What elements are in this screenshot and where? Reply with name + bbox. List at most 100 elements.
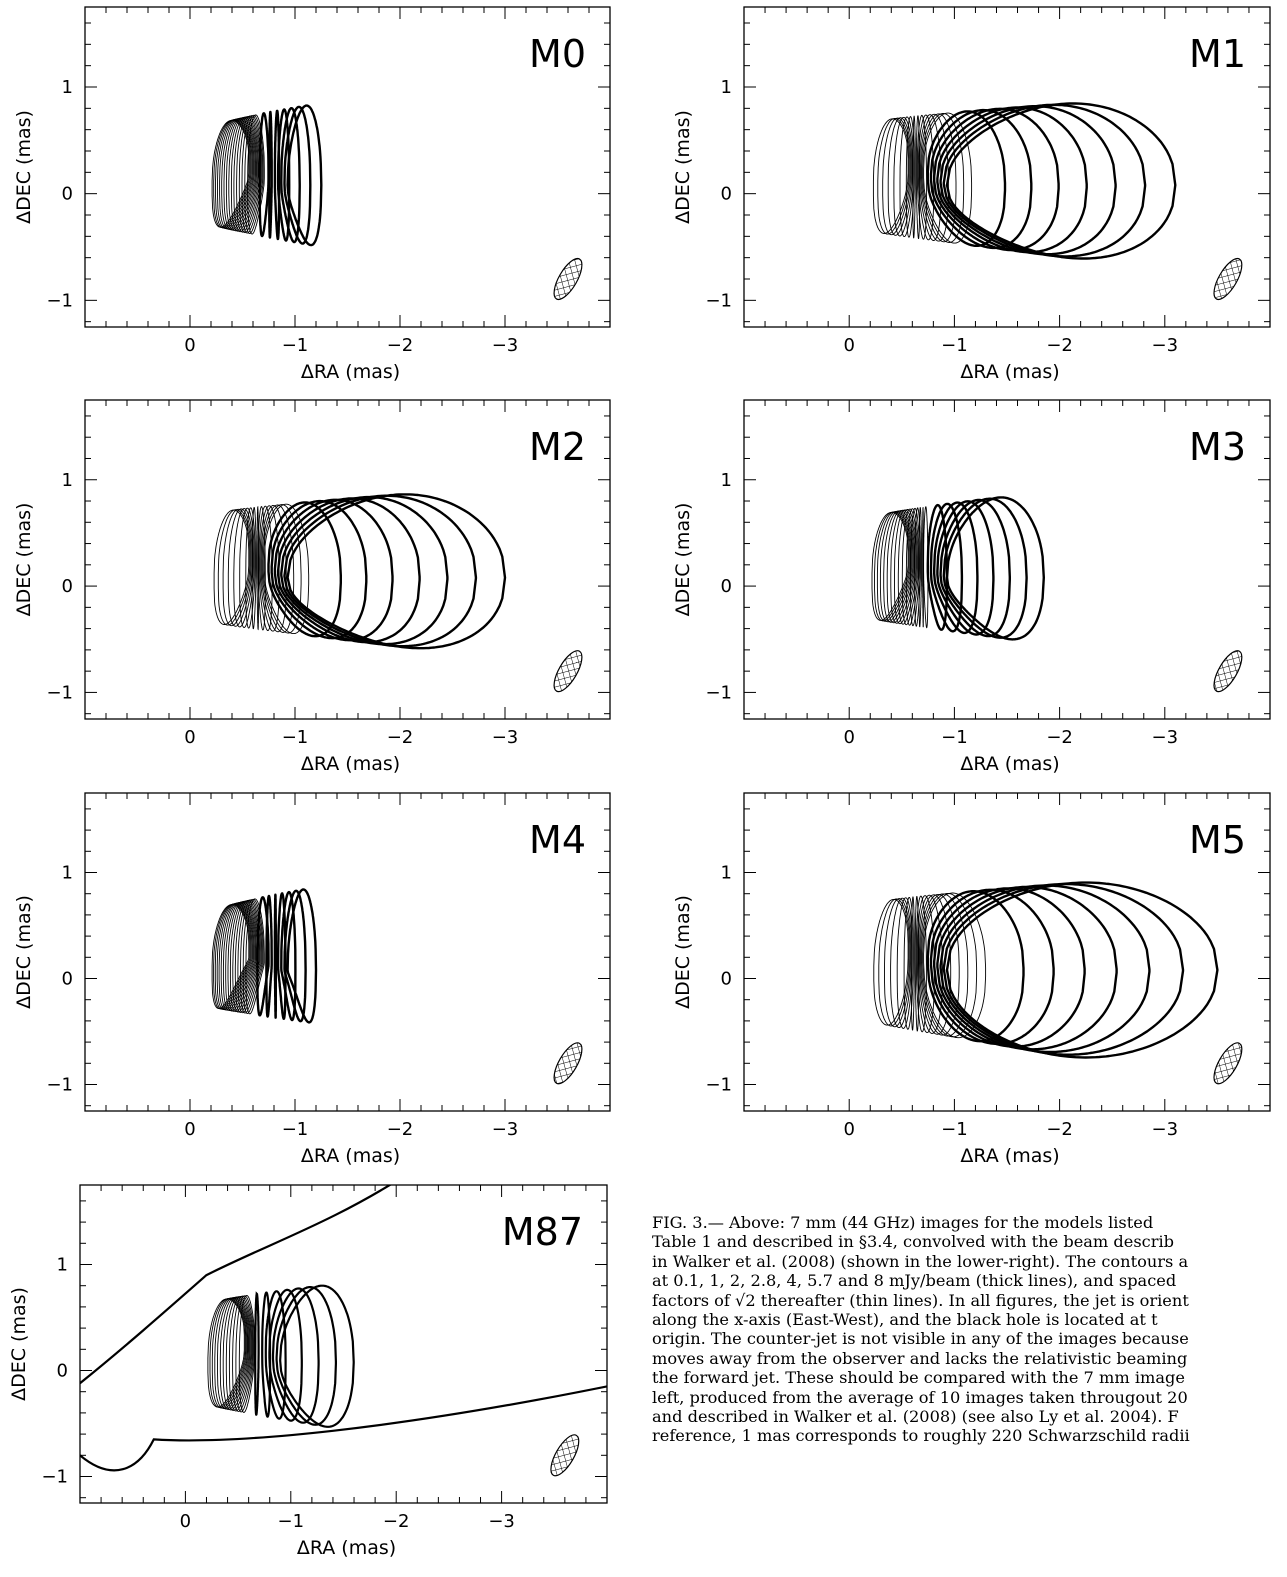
contour-thin [217,118,253,229]
panel-label: M1 [1189,32,1246,76]
x-tick-label: −2 [387,335,414,356]
contour-thin [232,1295,254,1412]
contour-thin [214,903,252,1010]
caption-line: along the x-axis (East-West), and the bl… [652,1309,1158,1329]
caption-line: factors of √2 thereafter (thin lines). I… [652,1290,1189,1310]
contour-thin [263,503,310,635]
contour-thick [275,1286,337,1426]
plot-frame [84,6,611,328]
x-tick-label: −3 [492,727,519,748]
contour-thick [942,882,1185,1056]
contour-thick [939,498,1011,638]
contour-thick [261,1291,272,1418]
caption-line: at 0.1, 1, 2, 2.8, 4, 5.7 and 8 mJy/beam… [652,1271,1177,1291]
contour-thick [273,498,394,642]
x-axis-label: ΔRA (mas) [960,361,1059,383]
panel-label: M3 [1189,425,1246,469]
beam-ellipse [550,1434,580,1477]
contour-thin [251,506,257,630]
plot-frame [79,1184,608,1504]
contour-thin [923,892,987,1039]
x-tick-label: −1 [278,1511,305,1532]
contour-thick [933,501,979,635]
contour-thick [926,110,1007,247]
contour-thick [271,1287,320,1424]
y-tick-label: 0 [62,184,73,205]
plot-frame [743,6,1271,328]
contour-thin [215,119,252,229]
contour-thin [259,505,280,632]
contour-group [211,888,583,1085]
y-tick-label: −1 [705,1075,732,1096]
contour-thin [260,504,287,633]
beam-ellipse [553,257,583,301]
contour-thin [903,896,914,1030]
y-tick-label: 1 [721,470,732,491]
contour-thin [876,511,911,622]
beam-ellipse [1213,257,1243,301]
contour-thin [872,118,909,234]
contour-thin [873,898,909,1026]
caption-line: Table 1 and described in §3.4, convolved… [652,1232,1175,1252]
contour-thick [280,890,297,1022]
contour-thick [945,102,1177,260]
contour-thick [80,1185,392,1385]
y-tick-label: 1 [721,77,732,98]
x-tick-label: −3 [492,335,519,356]
contour-thin [916,895,935,1034]
contour-thin [921,893,969,1037]
panel-m0: 0 −1 −2 −3 −1 0 1 ΔRA (mas) ΔDEC (mas) M0 [13,6,611,383]
contour-thin [922,113,965,243]
caption-line: moves away from the observer and lacks t… [652,1348,1188,1368]
contour-thin [209,1298,246,1408]
contour-thin [883,510,913,623]
plot-frame [743,399,1271,720]
contour-thin [239,507,255,628]
panel-m3: 0 −1 −2 −3 −1 0 1 ΔRA (mas) ΔDEC (mas) M3 [672,399,1271,775]
contour-thin [211,904,250,1009]
x-tick-label: −3 [1152,727,1179,748]
contour-thin [213,903,251,1010]
contour-thin [890,897,912,1029]
panel-label: M87 [502,1210,583,1254]
x-tick-label: 0 [180,1511,191,1532]
beam-ellipse [553,650,583,693]
contour-thin [238,1294,255,1413]
contour-thin [874,511,910,622]
y-tick-label: 1 [721,863,732,884]
beam-ellipse [1213,1042,1243,1085]
contour-thick [265,894,273,1018]
contour-thick [254,1291,260,1416]
contour-thick [929,108,1033,250]
contour-thin [887,117,912,236]
x-tick-label: 0 [184,727,195,748]
contour-thin [256,505,260,631]
contour-thin [207,1298,245,1408]
contour-thin [901,508,918,626]
contour-thin [261,504,295,633]
contour-thick [256,896,270,1017]
contour-thin [217,1297,249,1410]
contour-thick [286,888,318,1024]
contour-group [211,104,583,301]
contour-thin [922,506,924,628]
contour-thin [211,119,250,228]
contour-thin [917,114,935,241]
x-tick-label: 0 [843,335,854,356]
y-axis-label: ΔDEC (mas) [672,110,694,224]
panel-m87: 0 −1 −2 −3 −1 0 1 ΔRA (mas) ΔDEC (mas) M87 [8,1184,608,1559]
contour-thin [262,504,302,634]
contour-thin [923,112,973,244]
caption-line: reference, 1 mas corresponds to roughly … [652,1426,1190,1446]
contour-thin [919,894,952,1035]
contour-thick [276,892,287,1020]
y-axis-label: ΔDEC (mas) [672,503,694,617]
contour-thin [219,1296,250,1410]
y-tick-label: 1 [62,863,73,884]
contour-thick [929,888,1055,1046]
x-tick-label: 0 [184,1119,195,1140]
contour-thin [227,508,253,627]
contour-thick [283,105,312,245]
contour-thick [258,112,270,238]
panel-label: M2 [529,425,586,469]
